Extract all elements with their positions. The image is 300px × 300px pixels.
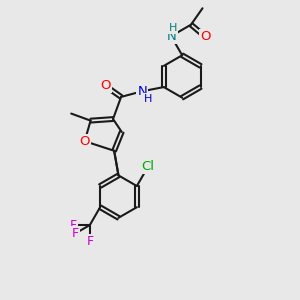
Text: F: F bbox=[72, 227, 80, 240]
Text: O: O bbox=[80, 135, 90, 148]
Text: H: H bbox=[168, 23, 177, 33]
Text: F: F bbox=[86, 235, 93, 248]
Text: N: N bbox=[166, 30, 176, 43]
Text: H: H bbox=[143, 94, 152, 104]
Text: Cl: Cl bbox=[141, 160, 154, 173]
Text: O: O bbox=[100, 80, 111, 92]
Text: F: F bbox=[70, 219, 77, 232]
Text: N: N bbox=[137, 85, 147, 98]
Text: O: O bbox=[200, 30, 210, 43]
